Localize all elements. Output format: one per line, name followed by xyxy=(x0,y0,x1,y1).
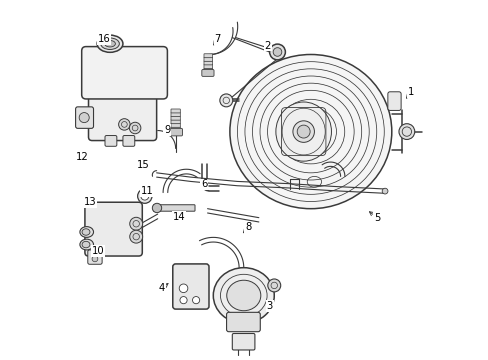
Circle shape xyxy=(152,203,162,213)
Text: 3: 3 xyxy=(266,301,272,311)
Ellipse shape xyxy=(226,280,260,311)
Circle shape xyxy=(220,94,232,107)
Ellipse shape xyxy=(275,102,331,161)
Text: 6: 6 xyxy=(201,179,207,189)
Text: 10: 10 xyxy=(92,246,104,256)
Text: 4: 4 xyxy=(159,283,165,293)
FancyBboxPatch shape xyxy=(171,127,180,131)
Circle shape xyxy=(129,217,142,230)
Circle shape xyxy=(129,122,141,134)
FancyBboxPatch shape xyxy=(171,123,180,127)
FancyBboxPatch shape xyxy=(88,91,156,140)
Text: 1: 1 xyxy=(407,87,414,97)
FancyBboxPatch shape xyxy=(232,333,254,350)
Circle shape xyxy=(273,48,281,56)
FancyBboxPatch shape xyxy=(122,135,135,146)
Circle shape xyxy=(398,124,414,139)
FancyBboxPatch shape xyxy=(171,109,180,113)
Ellipse shape xyxy=(101,38,119,49)
Circle shape xyxy=(382,188,387,194)
FancyBboxPatch shape xyxy=(203,61,212,65)
Text: 11: 11 xyxy=(140,186,153,197)
Circle shape xyxy=(119,119,130,130)
Circle shape xyxy=(192,297,199,304)
Circle shape xyxy=(179,284,187,293)
FancyBboxPatch shape xyxy=(226,312,260,332)
Ellipse shape xyxy=(82,241,90,248)
FancyBboxPatch shape xyxy=(203,68,212,72)
FancyBboxPatch shape xyxy=(105,135,117,146)
FancyBboxPatch shape xyxy=(203,64,212,68)
Text: 13: 13 xyxy=(84,197,97,207)
Circle shape xyxy=(141,192,148,200)
FancyBboxPatch shape xyxy=(203,54,212,58)
Ellipse shape xyxy=(82,229,90,235)
Text: 7: 7 xyxy=(214,34,221,44)
FancyBboxPatch shape xyxy=(85,202,142,256)
Circle shape xyxy=(292,121,314,142)
Circle shape xyxy=(79,113,89,123)
FancyBboxPatch shape xyxy=(153,205,195,211)
Ellipse shape xyxy=(229,54,391,209)
Ellipse shape xyxy=(104,41,115,47)
Text: 8: 8 xyxy=(244,222,251,232)
Circle shape xyxy=(297,125,309,138)
FancyBboxPatch shape xyxy=(171,120,180,124)
FancyBboxPatch shape xyxy=(171,113,180,117)
Text: 15: 15 xyxy=(137,160,149,170)
FancyBboxPatch shape xyxy=(387,92,400,111)
Ellipse shape xyxy=(80,239,93,250)
FancyBboxPatch shape xyxy=(171,116,180,120)
FancyBboxPatch shape xyxy=(81,46,167,99)
Text: 2: 2 xyxy=(264,41,270,50)
Ellipse shape xyxy=(97,35,122,52)
Text: 9: 9 xyxy=(164,125,170,135)
FancyBboxPatch shape xyxy=(76,107,93,129)
Ellipse shape xyxy=(80,226,93,237)
Ellipse shape xyxy=(213,268,274,323)
Circle shape xyxy=(180,297,187,304)
FancyBboxPatch shape xyxy=(88,250,102,264)
Text: 16: 16 xyxy=(97,35,110,44)
Circle shape xyxy=(129,230,142,243)
Circle shape xyxy=(92,256,98,262)
Circle shape xyxy=(269,44,285,60)
Text: 14: 14 xyxy=(173,212,185,221)
FancyBboxPatch shape xyxy=(172,264,208,309)
Text: 5: 5 xyxy=(373,213,380,222)
Text: 12: 12 xyxy=(76,152,89,162)
Circle shape xyxy=(267,279,280,292)
FancyBboxPatch shape xyxy=(168,129,182,136)
FancyBboxPatch shape xyxy=(202,69,214,76)
FancyBboxPatch shape xyxy=(203,57,212,61)
Circle shape xyxy=(137,189,152,203)
